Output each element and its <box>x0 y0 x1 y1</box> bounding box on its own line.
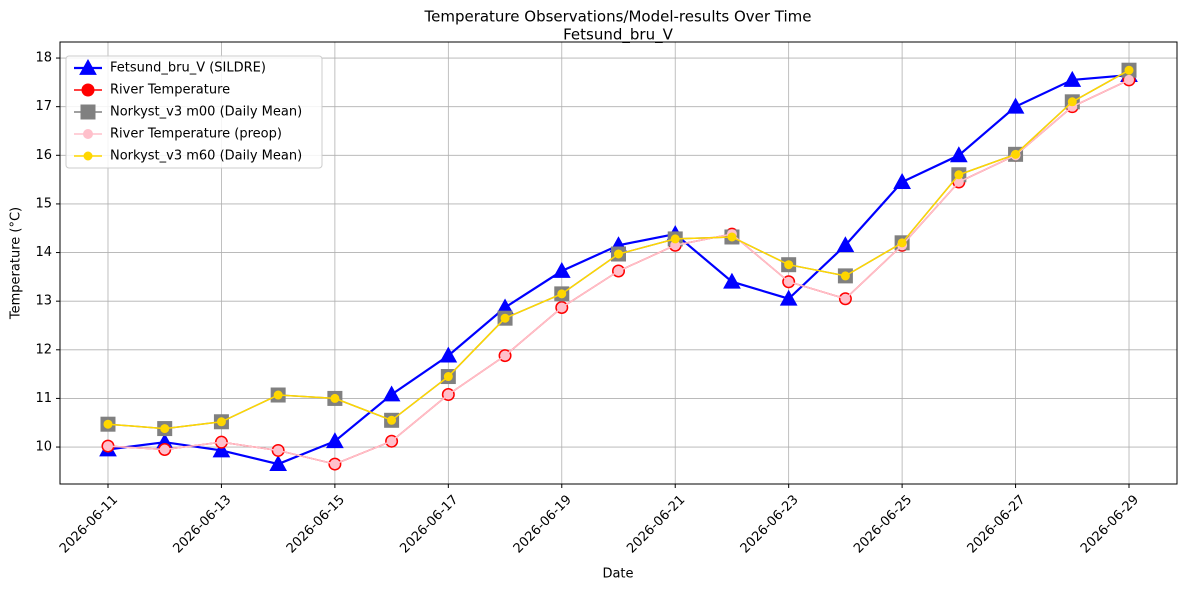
marker <box>386 436 397 447</box>
marker <box>840 271 850 281</box>
marker <box>836 236 855 253</box>
marker <box>614 249 623 259</box>
marker <box>500 350 511 361</box>
marker <box>216 437 227 448</box>
marker <box>329 459 340 470</box>
y-tick-label: 18 <box>35 51 52 66</box>
marker <box>949 146 968 163</box>
legend-label: Norkyst_v3 m60 (Daily Mean) <box>110 149 302 164</box>
marker <box>216 417 226 427</box>
legend-marker <box>81 83 95 97</box>
marker <box>1067 97 1077 107</box>
legend-label: Fetsund_bru_V (SILDRE) <box>110 61 266 76</box>
legend-marker <box>80 104 96 120</box>
marker <box>159 444 170 455</box>
y-axis-label: Temperature (°C) <box>9 207 24 320</box>
marker <box>1006 97 1025 114</box>
marker <box>1124 65 1134 75</box>
marker <box>269 455 288 471</box>
marker <box>439 346 458 363</box>
marker <box>783 276 794 287</box>
y-tick-label: 12 <box>35 342 52 357</box>
legend-box <box>65 55 323 169</box>
marker <box>160 424 170 434</box>
marker <box>954 170 964 180</box>
y-tick-label: 13 <box>35 294 52 309</box>
legend-marker <box>83 151 93 161</box>
marker <box>326 432 344 449</box>
marker <box>1011 149 1021 159</box>
chart-title: Temperature Observations/Model-results O… <box>423 8 811 26</box>
y-tick-label: 10 <box>35 440 52 455</box>
marker <box>443 389 454 400</box>
y-tick-label: 15 <box>35 196 52 211</box>
marker <box>727 232 737 242</box>
marker <box>1063 70 1082 87</box>
marker <box>723 272 741 289</box>
legend-marker <box>83 129 93 139</box>
marker <box>102 441 113 452</box>
x-axis-label: Date <box>602 567 633 582</box>
marker <box>552 261 571 278</box>
marker <box>330 393 340 403</box>
marker <box>1124 74 1135 85</box>
marker <box>103 419 113 429</box>
marker <box>893 173 911 189</box>
marker <box>613 266 624 277</box>
marker <box>840 293 851 304</box>
marker <box>897 238 907 248</box>
plot-frame <box>59 41 1178 485</box>
marker <box>212 441 231 458</box>
y-tick-label: 16 <box>35 148 52 163</box>
legend-label: River Temperature (preop) <box>110 127 282 142</box>
y-tick-label: 17 <box>35 99 52 114</box>
legend-label: River Temperature <box>110 83 230 98</box>
legend-marker <box>79 58 97 75</box>
marker <box>556 302 567 313</box>
marker <box>273 445 284 456</box>
legend-label: Norkyst_v3 m00 (Daily Mean) <box>110 105 302 120</box>
y-tick-label: 14 <box>35 245 52 260</box>
marker <box>779 289 798 306</box>
marker <box>443 372 453 382</box>
marker <box>273 390 283 400</box>
marker <box>382 385 401 402</box>
chart-subtitle: Fetsund_bru_V <box>563 26 673 45</box>
marker <box>557 289 567 299</box>
marker <box>670 234 680 244</box>
y-tick-label: 11 <box>35 391 52 406</box>
marker <box>387 415 397 425</box>
marker <box>784 260 794 270</box>
marker <box>500 313 510 323</box>
